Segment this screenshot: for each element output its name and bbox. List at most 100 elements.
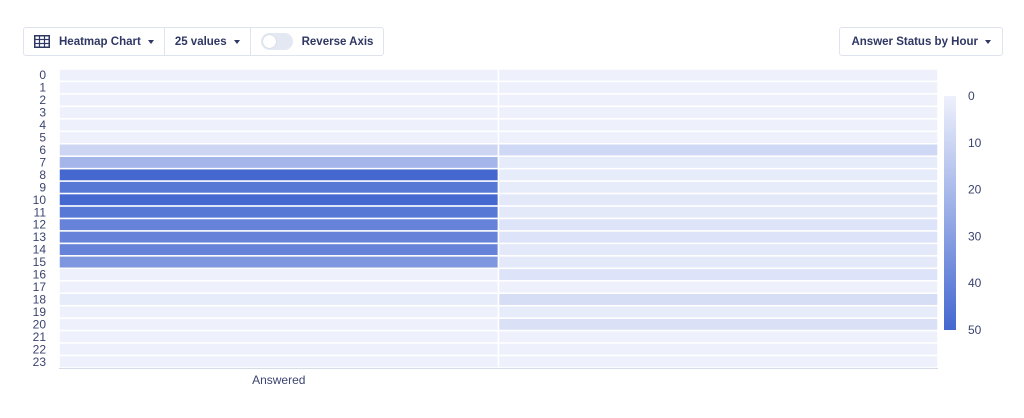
legend-tick-label: 0 xyxy=(968,89,975,103)
heatmap-cell[interactable] xyxy=(58,255,500,270)
heatmap-cell[interactable] xyxy=(497,230,939,245)
chart-type-dropdown[interactable]: Heatmap Chart xyxy=(24,28,165,55)
heatmap-cell[interactable] xyxy=(58,267,500,282)
y-tick-label: 14 xyxy=(33,243,47,257)
toggle-knob xyxy=(262,35,276,48)
x-tick-label: Answered xyxy=(252,373,305,387)
heatmap-cell[interactable] xyxy=(58,68,500,83)
legend-tick-label: 30 xyxy=(968,229,982,243)
heatmap-cell[interactable] xyxy=(497,354,939,369)
y-tick-label: 6 xyxy=(39,143,46,157)
y-tick-label: 20 xyxy=(33,317,47,331)
heatmap-cell[interactable] xyxy=(497,143,939,157)
legend-tick-label: 10 xyxy=(968,136,982,150)
y-tick-label: 22 xyxy=(33,342,47,356)
heatmap-cell[interactable] xyxy=(497,80,939,95)
y-tick-label: 12 xyxy=(33,218,47,232)
heatmap-cell[interactable] xyxy=(58,205,500,220)
heatmap-cell[interactable] xyxy=(58,354,500,369)
values-count-dropdown[interactable]: 25 values xyxy=(165,28,251,55)
heatmap-cell[interactable] xyxy=(58,217,500,232)
heatmap-cell[interactable] xyxy=(497,93,939,108)
heatmap-cell[interactable] xyxy=(58,304,500,319)
heatmap-cell[interactable] xyxy=(58,105,500,120)
heatmap-cell[interactable] xyxy=(497,317,939,332)
y-tick-label: 3 xyxy=(39,106,46,120)
y-tick-label: 10 xyxy=(33,193,47,207)
y-tick-label: 4 xyxy=(39,118,46,132)
y-tick-label: 11 xyxy=(34,205,47,219)
chart-type-label: Heatmap Chart xyxy=(59,35,141,48)
heatmap-cell[interactable] xyxy=(58,118,500,133)
heatmap-cell[interactable] xyxy=(497,342,939,357)
heatmap-cell[interactable] xyxy=(58,80,500,95)
y-tick-label: 8 xyxy=(39,168,46,182)
heatmap-cell[interactable] xyxy=(58,292,500,307)
heatmap-cell[interactable] xyxy=(58,180,500,195)
heatmap-cell[interactable] xyxy=(58,167,500,182)
y-tick-label: 15 xyxy=(33,255,47,269)
y-tick-label: 1 xyxy=(39,81,46,95)
heatmap-cell[interactable] xyxy=(58,280,500,294)
table-grid-icon xyxy=(34,35,50,48)
heatmap-cell[interactable] xyxy=(497,180,939,195)
heatmap-cell[interactable] xyxy=(497,217,939,232)
y-tick-label: 0 xyxy=(39,68,46,82)
answer-status-label: Answer Status by Hour xyxy=(851,35,978,48)
heatmap-cell[interactable] xyxy=(497,255,939,270)
reverse-axis-label: Reverse Axis xyxy=(301,35,374,48)
y-tick-label: 23 xyxy=(33,355,47,369)
y-tick-label: 16 xyxy=(33,268,47,282)
legend-tick-label: 20 xyxy=(968,183,982,197)
heatmap-cell[interactable] xyxy=(497,292,939,307)
reverse-axis-toggle[interactable] xyxy=(260,33,293,50)
heatmap-cell[interactable] xyxy=(58,192,500,207)
color-scale-legend xyxy=(944,96,956,330)
y-tick-label: 17 xyxy=(33,280,47,294)
y-tick-label: 2 xyxy=(39,93,46,107)
heatmap-cell[interactable] xyxy=(58,342,500,357)
heatmap-cell[interactable] xyxy=(58,155,500,170)
heatmap-cell[interactable] xyxy=(497,242,939,257)
heatmap-cell[interactable] xyxy=(58,93,500,108)
heatmap-cell[interactable] xyxy=(497,105,939,120)
answer-status-dropdown[interactable]: Answer Status by Hour xyxy=(839,27,1003,56)
heatmap-cell[interactable] xyxy=(497,68,939,83)
x-axis-labels: Answered xyxy=(252,373,305,387)
heatmap-cell[interactable] xyxy=(497,118,939,133)
heatmap-cell[interactable] xyxy=(58,329,500,344)
chevron-down-icon xyxy=(985,39,991,44)
chart-toolbar: Heatmap Chart 25 values Reverse Axis xyxy=(23,27,385,56)
color-scale-ticks: 0 10 20 30 40 50 xyxy=(968,89,982,337)
heatmap-cell[interactable] xyxy=(497,267,939,282)
heatmap-cells xyxy=(58,68,939,369)
y-tick-label: 13 xyxy=(33,230,47,244)
y-tick-label: 7 xyxy=(39,155,46,169)
heatmap-cell[interactable] xyxy=(58,242,500,257)
reverse-axis-control[interactable]: Reverse Axis xyxy=(251,28,384,55)
y-tick-label: 21 xyxy=(33,330,47,344)
heatmap-cell[interactable] xyxy=(58,230,500,245)
y-tick-label: 19 xyxy=(33,305,47,319)
values-count-label: 25 values xyxy=(174,35,227,48)
heatmap-cell[interactable] xyxy=(497,280,939,294)
heatmap-cell[interactable] xyxy=(497,167,939,182)
heatmap-cell[interactable] xyxy=(497,155,939,170)
y-tick-label: 9 xyxy=(39,180,46,194)
heatmap-cell[interactable] xyxy=(58,130,500,145)
y-tick-label: 18 xyxy=(33,292,47,306)
heatmap-cell[interactable] xyxy=(58,143,500,157)
y-tick-label: 5 xyxy=(39,131,46,145)
chevron-down-icon xyxy=(147,39,154,44)
heatmap-cell[interactable] xyxy=(497,205,939,220)
chevron-down-icon xyxy=(233,39,240,44)
heatmap-cell[interactable] xyxy=(497,304,939,319)
legend-tick-label: 40 xyxy=(968,276,982,290)
heatmap-cell[interactable] xyxy=(497,329,939,344)
heatmap-cell[interactable] xyxy=(497,130,939,145)
heatmap-cell[interactable] xyxy=(58,317,500,332)
legend-tick-label: 50 xyxy=(968,323,982,337)
heatmap-cell[interactable] xyxy=(497,192,939,207)
